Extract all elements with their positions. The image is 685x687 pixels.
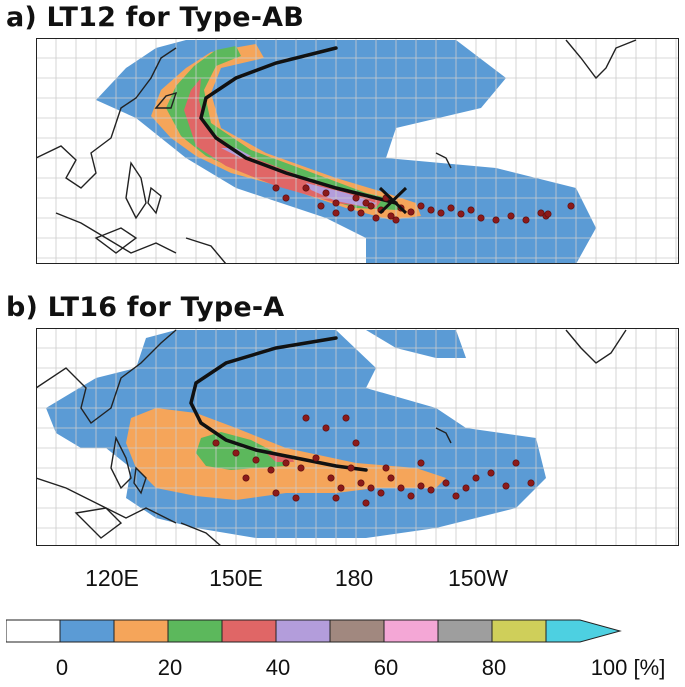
genesis-point-a: [332, 209, 340, 217]
panel-b-title: b) LT16 for Type-A: [6, 292, 285, 323]
colorbar-tick-20: 20: [157, 655, 183, 680]
colorbar-bin: [437, 619, 493, 643]
genesis-point-b: [347, 464, 355, 472]
colorbar-bin-extend: [545, 619, 622, 643]
genesis-point-a: [427, 206, 435, 214]
colorbar-bin: [221, 619, 277, 643]
genesis-point-b: [292, 494, 300, 502]
genesis-point-b: [327, 474, 335, 482]
genesis-point-a: [467, 206, 475, 214]
genesis-point-a: [357, 209, 365, 217]
map-panel-a: [36, 38, 679, 264]
genesis-point-b: [502, 482, 510, 490]
genesis-point-a: [544, 210, 552, 218]
grid-lines-a: [36, 38, 679, 264]
genesis-point-b: [362, 499, 370, 507]
colorbar-bin: [329, 619, 385, 643]
genesis-point-b: [352, 439, 360, 447]
genesis-point-b: [442, 479, 450, 487]
genesis-point-b: [337, 484, 345, 492]
lon-label-150w: 150W: [447, 565, 509, 591]
genesis-point-b: [387, 474, 395, 482]
lon-label-120e: 120E: [85, 565, 139, 591]
genesis-point-b: [397, 484, 405, 492]
genesis-point-b: [377, 489, 385, 497]
grid-lines-b: [36, 328, 679, 546]
mean-track-a: [199, 46, 398, 205]
genesis-point-b: [342, 414, 350, 422]
genesis-point-a: [317, 202, 325, 210]
genesis-point-b: [512, 459, 520, 467]
genesis-point-b: [382, 464, 390, 472]
genesis-point-a: [522, 216, 530, 224]
genesis-point-a: [352, 194, 360, 202]
colorbar-bin: [167, 619, 223, 643]
genesis-point-a: [392, 216, 400, 224]
coastlines-b: [36, 329, 627, 546]
genesis-point-b: [212, 439, 220, 447]
genesis-point-a: [437, 209, 445, 217]
genesis-point-a: [272, 184, 280, 192]
genesis-point-b: [312, 454, 320, 462]
genesis-point-b: [267, 466, 275, 474]
lon-label-180: 180: [334, 565, 374, 591]
genesis-point-b: [487, 469, 495, 477]
genesis-point-a: [477, 214, 485, 222]
colorbar-tick-80: 80: [481, 655, 507, 680]
genesis-point-a: [347, 204, 355, 212]
colorbar-tick-0: 0: [55, 655, 69, 680]
genesis-point-a: [407, 208, 415, 216]
genesis-point-a: [567, 202, 575, 210]
lon-label-150e: 150E: [209, 565, 263, 591]
genesis-point-a: [322, 189, 330, 197]
colorbar-tick-60: 60: [373, 655, 399, 680]
genesis-point-a: [492, 216, 500, 224]
genesis-point-a: [507, 212, 515, 220]
genesis-point-a: [417, 202, 425, 210]
genesis-point-b: [272, 489, 280, 497]
colorbar-bin: [275, 619, 331, 643]
genesis-point-b: [527, 479, 535, 487]
genesis-point-a: [332, 199, 340, 207]
genesis-points-a: [272, 184, 575, 224]
genesis-point-a: [372, 214, 380, 222]
colorbar-bin: [491, 619, 547, 643]
genesis-point-a: [282, 194, 290, 202]
genesis-point-a: [457, 210, 465, 218]
genesis-point-b: [242, 474, 250, 482]
map-panel-b: [36, 328, 679, 546]
genesis-point-b: [357, 479, 365, 487]
colorbar-bin: [113, 619, 169, 643]
genesis-point-b: [462, 484, 470, 492]
genesis-point-b: [472, 474, 480, 482]
x-mark: [378, 186, 408, 215]
colorbar: [6, 619, 622, 643]
genesis-point-b: [297, 464, 305, 472]
genesis-point-a: [302, 184, 310, 192]
colorbar-tick-40: 40: [265, 655, 291, 680]
genesis-point-b: [332, 494, 340, 502]
genesis-point-b: [282, 459, 290, 467]
genesis-point-b: [302, 414, 310, 422]
coastlines-a: [36, 39, 637, 264]
panel-a-title: a) LT12 for Type-AB: [6, 2, 305, 33]
genesis-point-b: [417, 459, 425, 467]
genesis-point-b: [452, 492, 460, 500]
colorbar-bin: [59, 619, 115, 643]
genesis-points-b: [212, 414, 535, 507]
colorbar-bin: [6, 619, 61, 643]
colorbar-tick-100: 100 [%]: [590, 655, 666, 680]
genesis-point-b: [252, 456, 260, 464]
genesis-point-b: [322, 424, 330, 432]
genesis-point-a: [387, 212, 395, 220]
genesis-point-a: [447, 204, 455, 212]
genesis-point-b: [232, 449, 240, 457]
genesis-point-b: [407, 492, 415, 500]
genesis-point-b: [367, 484, 375, 492]
genesis-point-b: [427, 486, 435, 494]
mean-track-b: [189, 336, 368, 472]
colorbar-bin: [383, 619, 439, 643]
genesis-point-a: [362, 199, 370, 207]
genesis-point-b: [417, 482, 425, 490]
